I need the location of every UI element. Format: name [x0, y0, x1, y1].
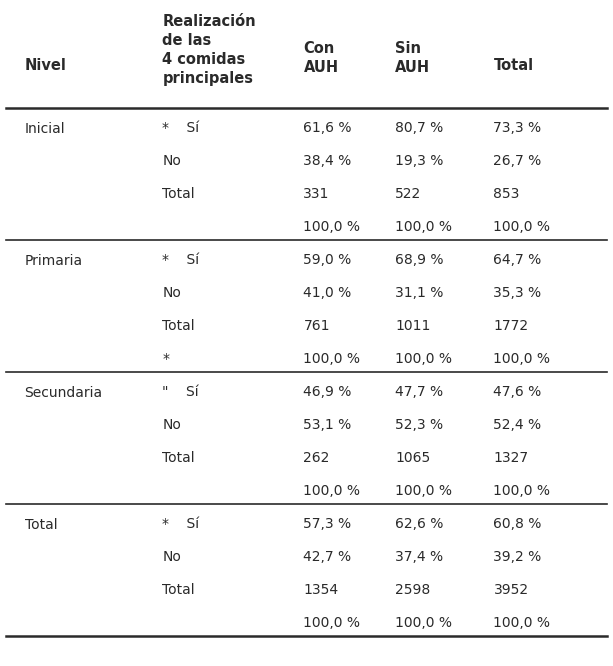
- Text: 100,0 %: 100,0 %: [493, 220, 550, 234]
- Text: 1327: 1327: [493, 451, 528, 465]
- Text: 100,0 %: 100,0 %: [395, 220, 452, 234]
- Text: 68,9 %: 68,9 %: [395, 253, 444, 267]
- Text: Secundaria: Secundaria: [25, 386, 102, 400]
- Text: 100,0 %: 100,0 %: [395, 484, 452, 498]
- Text: No: No: [162, 550, 181, 564]
- Text: Inicial: Inicial: [25, 123, 65, 137]
- Text: 761: 761: [303, 319, 330, 333]
- Text: No: No: [162, 154, 181, 168]
- Text: 80,7 %: 80,7 %: [395, 121, 444, 135]
- Text: Total: Total: [25, 518, 57, 532]
- Text: 57,3 %: 57,3 %: [303, 517, 352, 531]
- Text: 100,0 %: 100,0 %: [493, 484, 550, 498]
- Text: 53,1 %: 53,1 %: [303, 418, 352, 432]
- Text: 100,0 %: 100,0 %: [303, 352, 360, 366]
- Text: 52,4 %: 52,4 %: [493, 418, 542, 432]
- Text: Total: Total: [162, 451, 195, 465]
- Text: Total: Total: [162, 583, 195, 597]
- Text: 39,2 %: 39,2 %: [493, 550, 542, 564]
- Text: 64,7 %: 64,7 %: [493, 253, 542, 267]
- Text: 37,4 %: 37,4 %: [395, 550, 444, 564]
- Text: 46,9 %: 46,9 %: [303, 385, 352, 399]
- Text: 42,7 %: 42,7 %: [303, 550, 352, 564]
- Text: Total: Total: [162, 319, 195, 333]
- Text: Sin
AUH: Sin AUH: [395, 41, 430, 75]
- Text: *    Sí: * Sí: [162, 517, 200, 531]
- Text: 38,4 %: 38,4 %: [303, 154, 352, 168]
- Text: 100,0 %: 100,0 %: [493, 352, 550, 366]
- Text: *    Sí: * Sí: [162, 121, 200, 135]
- Text: 1011: 1011: [395, 319, 431, 333]
- Text: 100,0 %: 100,0 %: [395, 352, 452, 366]
- Text: 60,8 %: 60,8 %: [493, 517, 542, 531]
- Text: "    Sí: " Sí: [162, 385, 199, 399]
- Text: 31,1 %: 31,1 %: [395, 286, 444, 300]
- Text: 41,0 %: 41,0 %: [303, 286, 352, 300]
- Text: *    Sí: * Sí: [162, 253, 200, 267]
- Text: 100,0 %: 100,0 %: [303, 616, 360, 630]
- Text: 1772: 1772: [493, 319, 528, 333]
- Text: 331: 331: [303, 186, 330, 201]
- Text: 1065: 1065: [395, 451, 431, 465]
- Text: 853: 853: [493, 186, 520, 201]
- Text: Total: Total: [162, 186, 195, 201]
- Text: 47,6 %: 47,6 %: [493, 385, 542, 399]
- Text: 35,3 %: 35,3 %: [493, 286, 542, 300]
- Text: 262: 262: [303, 451, 330, 465]
- Text: 100,0 %: 100,0 %: [395, 616, 452, 630]
- Text: *: *: [162, 352, 169, 366]
- Text: No: No: [162, 418, 181, 432]
- Text: 2598: 2598: [395, 583, 431, 597]
- Text: 3952: 3952: [493, 583, 528, 597]
- Text: 100,0 %: 100,0 %: [303, 484, 360, 498]
- Text: 19,3 %: 19,3 %: [395, 154, 444, 168]
- Text: 47,7 %: 47,7 %: [395, 385, 444, 399]
- Text: 1354: 1354: [303, 583, 338, 597]
- Text: 73,3 %: 73,3 %: [493, 121, 542, 135]
- Text: Realización
de las
4 comidas
principales: Realización de las 4 comidas principales: [162, 14, 256, 87]
- Text: 62,6 %: 62,6 %: [395, 517, 444, 531]
- Text: Total: Total: [493, 57, 533, 73]
- Text: 61,6 %: 61,6 %: [303, 121, 352, 135]
- Text: 100,0 %: 100,0 %: [493, 616, 550, 630]
- Text: 52,3 %: 52,3 %: [395, 418, 444, 432]
- Text: Primaria: Primaria: [25, 254, 83, 268]
- Text: 100,0 %: 100,0 %: [303, 220, 360, 234]
- Text: 522: 522: [395, 186, 422, 201]
- Text: Con
AUH: Con AUH: [303, 41, 338, 75]
- Text: Nivel: Nivel: [25, 57, 66, 73]
- Text: No: No: [162, 286, 181, 300]
- Text: 26,7 %: 26,7 %: [493, 154, 542, 168]
- Text: 59,0 %: 59,0 %: [303, 253, 352, 267]
